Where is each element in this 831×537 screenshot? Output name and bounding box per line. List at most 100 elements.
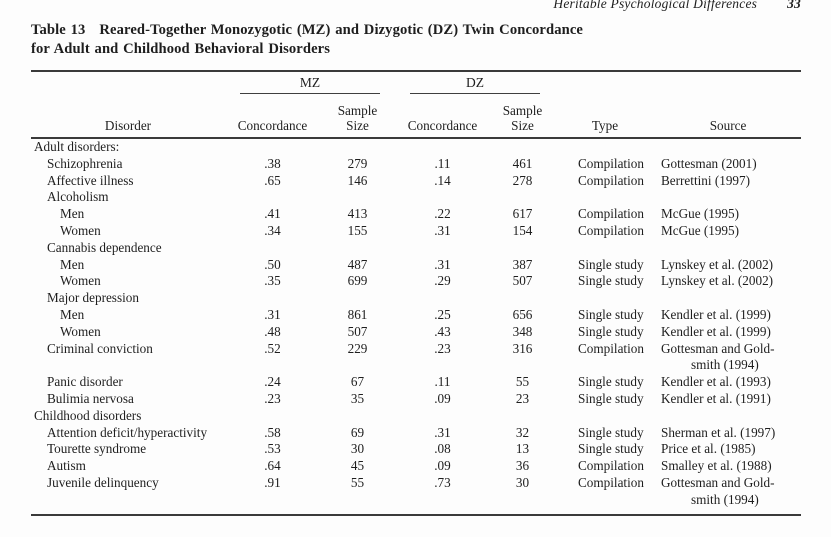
cell-mz-concordance: .52 <box>264 340 281 356</box>
cell-source: McGue (1995) <box>661 206 740 222</box>
cell-source: Sherman et al. (1997) <box>661 424 776 440</box>
dz-spanner-rule <box>410 91 540 94</box>
cell-dz-concordance <box>395 189 490 206</box>
table-row: Bulimia nervosa .23 35 .09 23 Single stu… <box>31 391 801 408</box>
cell-dz-concordance: .25 <box>434 306 451 322</box>
column-header-mz-concordance: Concordance <box>237 118 308 133</box>
cell-dz-concordance: .31 <box>434 256 451 272</box>
cell-source: Gottesman and Gold- smith (1994) <box>661 474 775 507</box>
table-row: Women .35 699 .29 507 Single study Lynsk… <box>31 273 801 290</box>
cell-dz-sample-size <box>490 408 555 425</box>
table-row: Panic disorder .24 67 .11 55 Single stud… <box>31 374 801 391</box>
cell-dz-sample-size: 278 <box>512 172 533 188</box>
cell-dz-sample-size: 387 <box>512 256 533 272</box>
cell-disorder: Schizophrenia <box>47 155 123 171</box>
cell-type <box>555 290 655 307</box>
cell-mz-sample-size <box>320 290 395 307</box>
cell-dz-concordance <box>395 240 490 257</box>
cell-mz-concordance: .23 <box>264 390 281 406</box>
cell-mz-sample-size: 229 <box>347 340 368 356</box>
column-header-type: Type <box>591 118 619 133</box>
group-header-mz: MZ <box>225 72 395 94</box>
cell-mz-sample-size <box>320 408 395 425</box>
cell-mz-concordance: .53 <box>264 441 281 457</box>
cell-disorder: Men <box>60 306 85 322</box>
cell-dz-concordance: .31 <box>434 222 451 238</box>
cell-disorder: Criminal conviction <box>47 340 153 356</box>
cell-disorder: Bulimia nervosa <box>47 390 134 406</box>
cell-type: Single study <box>578 441 644 457</box>
column-header-dz-concordance: Concordance <box>407 118 478 133</box>
cell-disorder: Major depression <box>47 290 139 306</box>
column-header-source: Source <box>709 118 747 133</box>
cell-mz-concordance: .91 <box>264 474 281 490</box>
cell-disorder: Panic disorder <box>47 374 123 390</box>
cell-mz-sample-size: 155 <box>347 222 368 238</box>
cell-mz-sample-size: 146 <box>347 172 368 188</box>
cell-source <box>655 408 801 425</box>
table-row: Men .31 861 .25 656 Single study Kendler… <box>31 307 801 324</box>
table-row: Men .50 487 .31 387 Single study Lynskey… <box>31 257 801 274</box>
column-header-disorder: Disorder <box>104 118 152 133</box>
cell-disorder: Women <box>60 222 101 238</box>
table-row: Juvenile delinquency .91 55 .73 30 Compi… <box>31 475 801 509</box>
cell-mz-concordance: .50 <box>264 256 281 272</box>
cell-mz-concordance: .64 <box>264 458 281 474</box>
cell-mz-concordance: .31 <box>264 306 281 322</box>
mz-spanner-rule <box>240 91 380 94</box>
cell-mz-concordance: .38 <box>264 155 281 171</box>
cell-dz-sample-size: 32 <box>515 424 530 440</box>
cell-dz-sample-size: 461 <box>512 155 533 171</box>
column-header-dz-sample-size: Sample Size <box>502 103 543 133</box>
cell-source <box>655 240 801 257</box>
cell-mz-concordance <box>225 240 320 257</box>
group-header-dz: DZ <box>395 72 555 94</box>
cell-type: Single study <box>578 256 644 272</box>
cell-mz-sample-size: 30 <box>350 441 365 457</box>
cell-dz-sample-size: 13 <box>515 441 530 457</box>
cell-dz-concordance: .11 <box>434 374 451 390</box>
table-title-line1: Table 13 Reared-Together Monozygotic (MZ)… <box>31 21 791 40</box>
running-head: Heritable Psychological Differences 33 <box>553 0 801 12</box>
cell-type: Compilation <box>578 206 644 222</box>
cell-disorder: Women <box>60 273 101 289</box>
table-row: Women .48 507 .43 348 Single study Kendl… <box>31 324 801 341</box>
cell-mz-concordance <box>225 290 320 307</box>
cell-source: Kendler et al. (1993) <box>661 374 771 390</box>
table-row: Tourette syndrome .53 30 .08 13 Single s… <box>31 441 801 458</box>
cell-mz-concordance: .48 <box>264 323 281 339</box>
table-title-text: Reared-Together Monozygotic (MZ) and Diz… <box>99 22 583 38</box>
cell-dz-sample-size: 617 <box>512 206 533 222</box>
cell-source <box>655 189 801 206</box>
cell-dz-sample-size <box>490 189 555 206</box>
cell-mz-concordance: .24 <box>264 374 281 390</box>
cell-type: Compilation <box>578 340 644 356</box>
cell-dz-concordance: .29 <box>434 273 451 289</box>
cell-disorder: Adult disorders: <box>34 139 120 154</box>
cell-disorder: Men <box>60 256 85 272</box>
cell-mz-sample-size: 279 <box>347 155 368 171</box>
cell-dz-sample-size <box>490 240 555 257</box>
cell-mz-sample-size: 55 <box>350 474 365 490</box>
cell-dz-concordance: .31 <box>434 424 451 440</box>
cell-type: Single study <box>578 390 644 406</box>
cell-disorder: Women <box>60 323 101 339</box>
group-header-row: MZ DZ <box>31 72 801 94</box>
cell-source: Gottesman and Gold- smith (1994) <box>661 340 775 373</box>
table-row: Women .34 155 .31 154 Compilation McGue … <box>31 223 801 240</box>
cell-type <box>555 189 655 206</box>
cell-dz-concordance: .73 <box>434 474 451 490</box>
cell-type: Single study <box>578 306 644 322</box>
cell-type: Single study <box>578 323 644 339</box>
cell-type <box>555 408 655 425</box>
cell-mz-concordance: .58 <box>264 424 281 440</box>
table-label: Table 13 <box>31 22 86 38</box>
cell-disorder: Men <box>60 206 85 222</box>
cell-dz-concordance: .09 <box>434 458 451 474</box>
cell-mz-sample-size: 69 <box>350 424 365 440</box>
cell-disorder: Tourette syndrome <box>47 441 147 457</box>
cell-source: Price et al. (1985) <box>661 441 756 457</box>
cell-source: Smalley et al. (1988) <box>661 458 772 474</box>
concordance-table: MZ DZ Disorder Concordance Sample Size Co… <box>31 70 801 516</box>
group-spacer-type <box>555 72 655 94</box>
